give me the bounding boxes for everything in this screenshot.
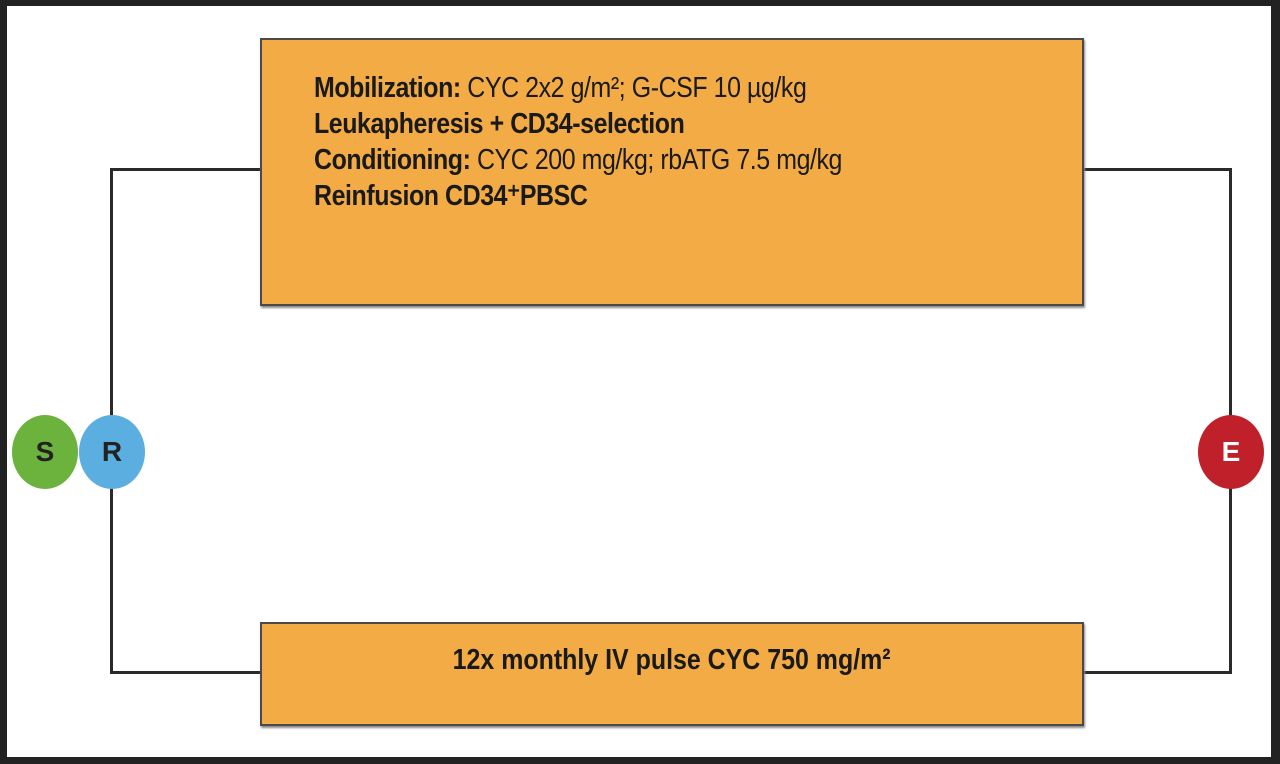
node-r: R [79,415,145,489]
diagram-canvas: Mobilization: CYC 2x2 g/m²; G-CSF 10 µg/… [7,6,1271,757]
connector-top-right [1082,168,1232,171]
reinfusion-line: Reinfusion CD34⁺PBSC [314,178,974,214]
line-label: Leukapheresis + CD34-selection [314,108,685,140]
node-s: S [12,415,78,489]
line-text: CYC 200 mg/kg; rbATG 7.5 mg/kg [470,144,843,176]
line-label: Reinfusion CD34⁺PBSC [314,180,588,212]
node-s-label: S [35,436,55,467]
connector-bottom-left [110,671,262,674]
node-r-label: R [101,436,123,467]
conditioning-line: Conditioning: CYC 200 mg/kg; rbATG 7.5 m… [314,142,974,178]
transplant-arm-box: Mobilization: CYC 2x2 g/m²; G-CSF 10 µg/… [260,38,1084,306]
line-text: CYC 2x2 g/m²; G-CSF 10 µg/kg [460,72,807,104]
line-label: Mobilization: [314,72,461,104]
mobilization-line: Mobilization: CYC 2x2 g/m²; G-CSF 10 µg/… [314,70,974,106]
node-e-label: E [1221,436,1241,467]
bottom-box-text: 12x monthly IV pulse CYC 750 mg/m² [453,643,891,676]
connector-bottom-right [1082,671,1232,674]
node-e: E [1198,415,1264,489]
line-label: Conditioning: [314,144,471,176]
leukapheresis-line: Leukapheresis + CD34-selection [314,106,974,142]
connector-top-left [110,168,262,171]
cyclophosphamide-arm-box: 12x monthly IV pulse CYC 750 mg/m² [260,622,1084,726]
